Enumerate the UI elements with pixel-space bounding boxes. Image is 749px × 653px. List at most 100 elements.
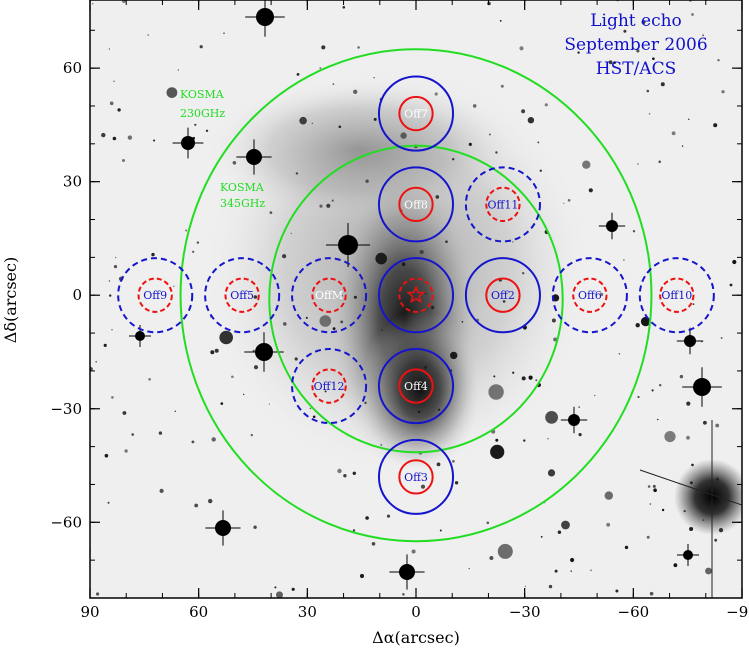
apex-beam-circle [551,257,628,334]
field-star [131,433,134,436]
field-star [124,449,128,453]
x-tick-label: 60 [189,603,208,621]
field-star [646,89,650,93]
field-star [537,141,540,144]
field-star [232,161,237,165]
kosma-beam-circle [179,48,653,543]
field-star [582,160,591,169]
field-star [253,295,258,299]
bright-star-lower-right [639,420,742,598]
field-star [436,462,441,467]
field-star [319,204,323,208]
field-star [659,384,662,387]
field-star [720,337,723,339]
field-star [649,591,654,596]
field-star [373,77,375,79]
inner-beam-circle [398,459,434,495]
field-star [208,498,213,504]
field-star [548,584,553,589]
field-star [613,61,616,64]
field-star [276,591,283,598]
field-star [519,46,524,51]
field-star [319,315,332,327]
field-star [420,484,426,489]
field-star [253,525,257,529]
field-star [637,163,639,165]
field-star [570,557,575,563]
field-star [113,265,118,269]
field-star [686,435,690,440]
field-star [153,139,156,142]
field-star [337,468,342,474]
field-star [651,389,654,392]
field-star [243,393,245,396]
field-star [527,117,535,124]
field-label: Off6 [578,289,602,302]
field-star [326,203,331,208]
field-star [380,444,383,446]
field-star [148,378,151,381]
field-star [352,471,356,475]
field-star [512,371,515,374]
field-star [103,343,107,347]
field-star [454,481,459,485]
field-star [219,330,233,345]
title-line-3: HST/ACS [596,59,676,79]
field-star [499,20,502,22]
field-star [702,34,704,37]
field-label: Off10 [661,289,692,302]
field-star [512,241,514,243]
field-star [401,262,406,267]
field-star [523,439,526,442]
field-star [461,321,464,323]
field-star [210,350,215,355]
field-star [664,431,676,443]
field-star [486,521,490,525]
field-label: Off11 [488,198,519,211]
field-label: OffM [315,289,343,302]
field-star [692,303,695,306]
field-star [283,322,287,326]
field-star [497,543,513,559]
field-star [166,87,178,98]
field-star [578,406,581,408]
field-star [590,569,592,572]
field-star [305,316,308,319]
y-axis-title: Δδ(arcsec) [1,257,20,343]
field-star [268,403,270,405]
field-star [570,570,573,573]
field-star [714,538,718,542]
field-star [623,29,627,33]
star-marker-icon [406,285,426,304]
field-star [673,563,678,568]
x-tick-label: −60 [618,603,650,621]
field-star [452,459,455,463]
kosma-345-label-line1: KOSMA [220,181,265,194]
field-star [373,117,377,121]
field-star [721,90,725,94]
x-axis-title: Δα(arcsec) [372,628,460,647]
field-star [299,116,307,125]
field-star [648,113,651,115]
field-star [211,437,216,442]
field-star [717,59,720,62]
apex-beam-circle [464,257,541,334]
field-star [109,294,112,297]
field-star [647,485,651,488]
field-label: Off3 [404,471,428,484]
field-star [357,46,360,49]
x-tick-label: −30 [509,603,541,621]
apex-beam-circle [117,257,194,334]
field-star [540,536,543,538]
field-star [445,240,448,243]
field-star [108,280,111,282]
field-star [452,158,455,161]
field-star [686,401,691,406]
field-star [341,295,343,297]
inner-beam-circle [398,186,434,223]
apex-beam-circle [638,257,715,334]
field-star [274,586,277,589]
field-star [205,129,209,132]
field-star [495,151,498,154]
